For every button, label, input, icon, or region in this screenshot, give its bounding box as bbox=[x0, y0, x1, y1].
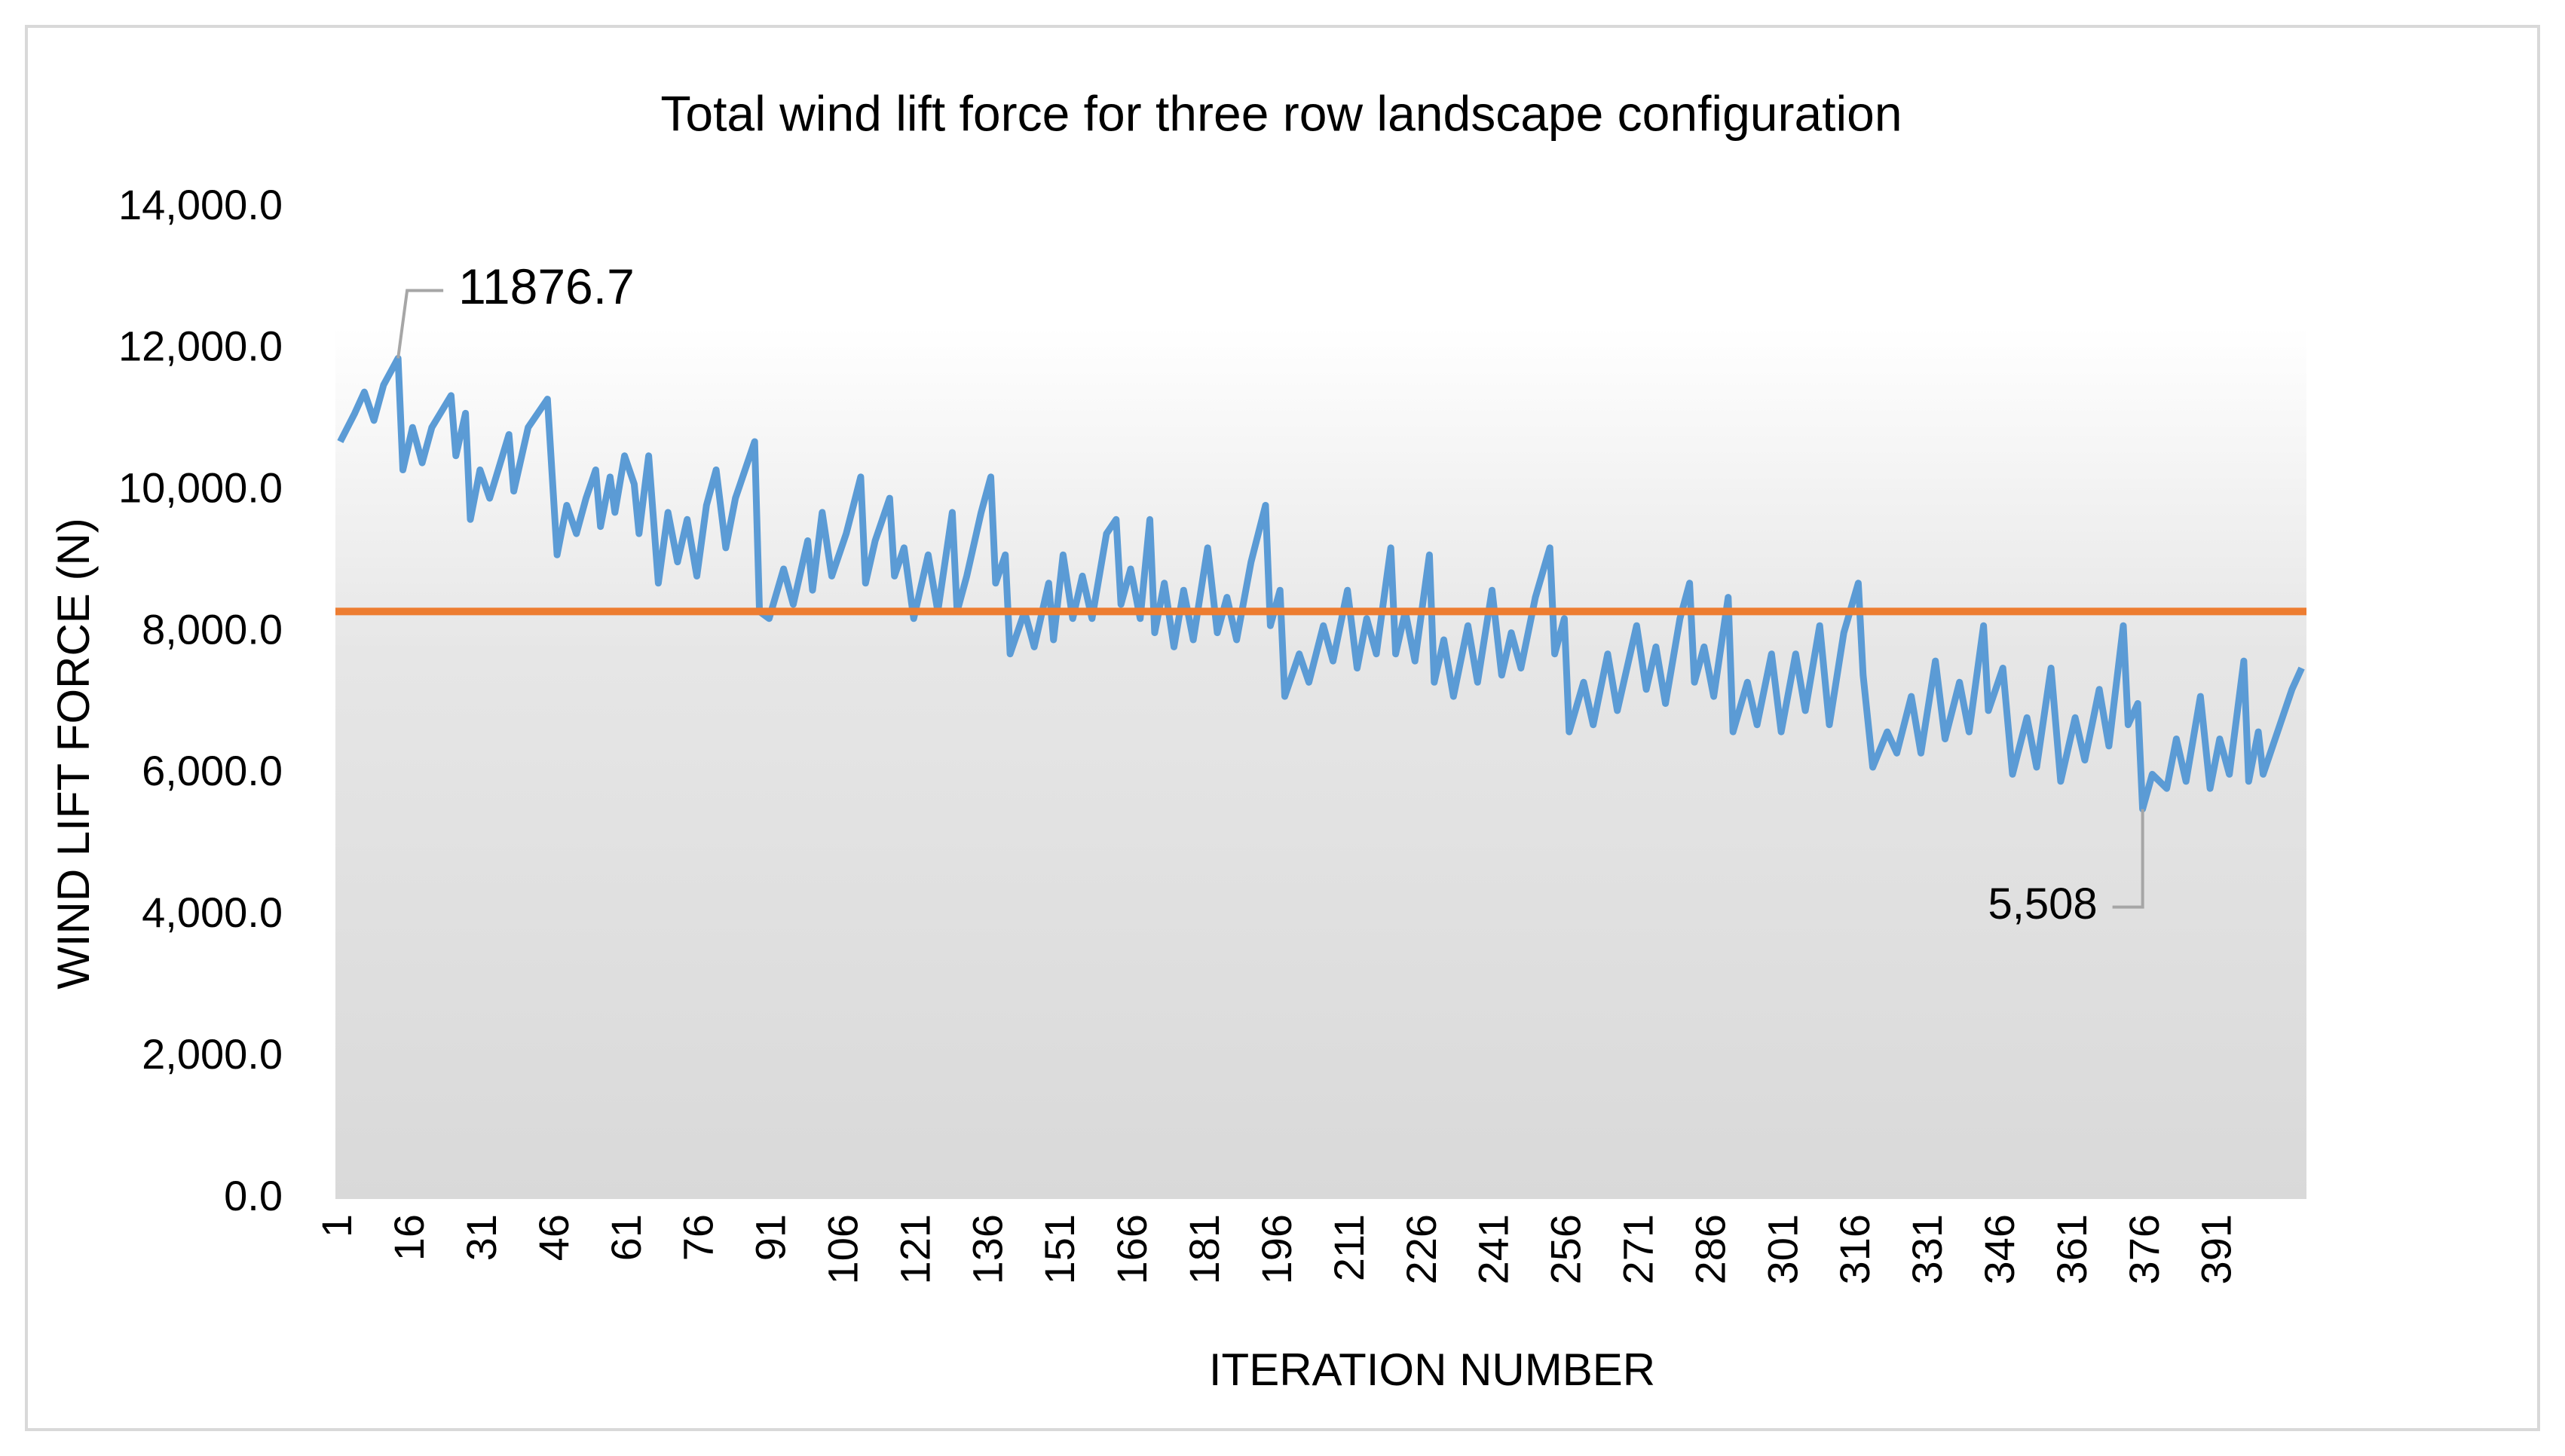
x-tick-label: 106 bbox=[819, 1214, 867, 1284]
x-tick-label: 181 bbox=[1180, 1214, 1228, 1284]
x-tick-label: 136 bbox=[963, 1214, 1011, 1284]
x-tick-label: 151 bbox=[1036, 1214, 1083, 1284]
leader-line bbox=[396, 289, 444, 359]
y-tick-label: 4,000.0 bbox=[142, 889, 283, 936]
chart-title: Total wind lift force for three row land… bbox=[660, 85, 1902, 141]
x-tick-label: 211 bbox=[1325, 1214, 1373, 1281]
leader-line bbox=[2112, 809, 2144, 909]
x-tick-label: 256 bbox=[1542, 1214, 1590, 1284]
x-tick-label: 166 bbox=[1108, 1214, 1155, 1284]
x-tick-label: 196 bbox=[1253, 1214, 1300, 1284]
y-tick-label: 8,000.0 bbox=[142, 605, 283, 653]
y-tick-label: 0.0 bbox=[224, 1172, 283, 1219]
x-tick-label: 76 bbox=[675, 1214, 722, 1261]
x-tick-label: 361 bbox=[2048, 1214, 2095, 1284]
x-tick-label: 46 bbox=[530, 1214, 577, 1261]
y-tick-label: 10,000.0 bbox=[118, 464, 283, 512]
x-tick-label: 31 bbox=[458, 1214, 505, 1261]
y-tick-label: 12,000.0 bbox=[118, 323, 283, 370]
annotation: 11876.7 bbox=[458, 258, 635, 314]
x-tick-label: 331 bbox=[1903, 1214, 1951, 1284]
x-axis-title: ITERATION NUMBER bbox=[1209, 1344, 1655, 1395]
x-tick-label: 16 bbox=[385, 1214, 433, 1261]
y-tick-label: 6,000.0 bbox=[142, 747, 283, 794]
y-axis-title: WIND LIFT FORCE (N) bbox=[48, 518, 99, 990]
x-tick-label: 376 bbox=[2120, 1214, 2168, 1284]
x-tick-label: 61 bbox=[602, 1214, 650, 1261]
x-tick-label: 316 bbox=[1831, 1214, 1878, 1284]
plot-area bbox=[335, 208, 2306, 1199]
y-tick-label: 14,000.0 bbox=[118, 181, 283, 228]
x-tick-label: 241 bbox=[1470, 1214, 1517, 1284]
x-tick-label: 91 bbox=[747, 1214, 794, 1261]
x-tick-label: 121 bbox=[891, 1214, 938, 1284]
x-tick-label: 301 bbox=[1758, 1214, 1806, 1284]
annotation: 5,508 bbox=[1988, 879, 2097, 928]
x-tick-label: 1 bbox=[313, 1214, 360, 1237]
x-tick-label: 286 bbox=[1686, 1214, 1734, 1284]
x-tick-label: 391 bbox=[2193, 1214, 2240, 1284]
x-tick-label: 346 bbox=[1976, 1214, 2023, 1284]
x-tick-label: 271 bbox=[1614, 1214, 1661, 1284]
x-tick-label: 226 bbox=[1397, 1214, 1445, 1284]
y-tick-label: 2,000.0 bbox=[142, 1030, 283, 1078]
